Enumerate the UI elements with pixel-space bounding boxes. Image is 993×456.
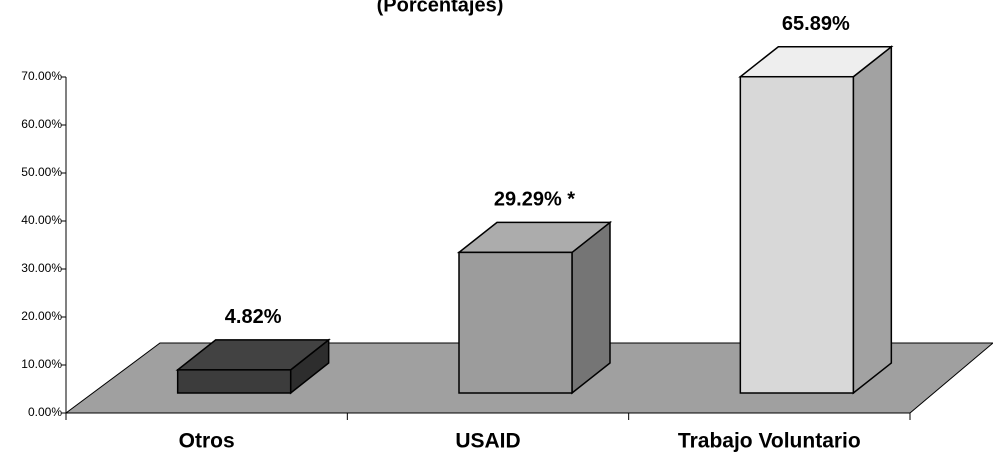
- bar-side: [852, 45, 893, 395]
- y-tick-label: 20.00%: [21, 309, 62, 323]
- y-tick-label: 40.00%: [21, 213, 62, 227]
- data-label: 4.82%: [225, 306, 282, 328]
- bar: [176, 369, 292, 394]
- y-tick-label: 10.00%: [21, 357, 62, 371]
- x-tick-label: USAID: [455, 430, 520, 453]
- y-tick-label: 0.00%: [28, 405, 62, 419]
- data-label: 65.89%: [782, 13, 850, 35]
- y-tick-label: 60.00%: [21, 117, 62, 131]
- chart-title: (Porcentajes): [377, 0, 504, 16]
- bar: [739, 75, 855, 394]
- bar: [458, 251, 573, 394]
- x-tick-label: Otros: [179, 430, 235, 453]
- data-label: 29.29% *: [494, 189, 575, 211]
- y-tick-label: 50.00%: [21, 165, 62, 179]
- y-tick-label: 70.00%: [21, 69, 62, 83]
- y-tick-label: 30.00%: [21, 261, 62, 275]
- x-tick-label: Trabajo Voluntario: [678, 430, 861, 453]
